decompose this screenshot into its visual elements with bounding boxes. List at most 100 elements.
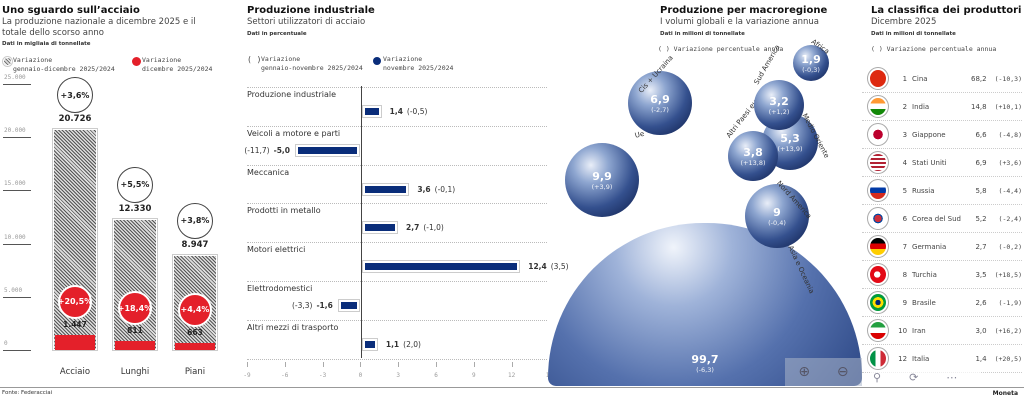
sector-label: Produzione industriale — [247, 90, 336, 99]
x-tick — [473, 362, 475, 367]
x-tick — [360, 362, 362, 367]
sector-bar — [362, 105, 382, 118]
sector-value: 2,7 (-1,0) — [406, 223, 448, 232]
y-tick-label: 15.000 — [4, 180, 26, 188]
rotate-icon[interactable]: ⟳ — [909, 371, 919, 384]
change-value: (+10,1) — [994, 102, 1023, 111]
change-value: (+3,6) — [998, 158, 1023, 167]
region-change: (+1,2) — [768, 107, 790, 116]
footer-divider — [0, 387, 1024, 388]
row-divider — [247, 281, 547, 282]
month-change-badge: +18,4% — [118, 291, 152, 326]
region-value: 9 — [773, 205, 781, 219]
production-value: 2,7 — [975, 242, 987, 251]
search-icon[interactable]: ⚲ — [873, 371, 882, 384]
rank: 1 — [902, 74, 908, 83]
region-bubble: 1,9 (-0,3) — [793, 45, 829, 81]
x-tick-label: 3 — [396, 372, 400, 379]
total-change-badge: +3,8% — [177, 202, 213, 239]
zoom-in-icon[interactable]: ⊕ — [798, 364, 811, 380]
change-value: (+18,5) — [994, 270, 1023, 279]
flag-turkey-icon — [867, 263, 889, 286]
x-tick-label: 6 — [434, 372, 438, 379]
total-value: 12.330 — [118, 203, 152, 214]
sector-value: 12,4 (3,5) — [528, 262, 572, 271]
panel3-legend: ( ) Variazione percentuale annua — [658, 45, 784, 53]
category-label: Acciaio — [59, 367, 91, 377]
sector-bar — [361, 260, 521, 274]
x-tick — [322, 362, 324, 367]
paren-legend-icon: ( ) — [247, 55, 262, 64]
production-value: 6,9 — [975, 158, 987, 167]
row-divider — [247, 87, 547, 88]
region-change: (+13,8) — [740, 158, 766, 167]
region-value: 1,9 — [801, 52, 821, 66]
zoom-out-icon[interactable]: ⊖ — [836, 364, 849, 380]
change-value: (-0,2) — [998, 242, 1023, 251]
row-divider — [247, 242, 547, 244]
month-bar — [115, 341, 155, 350]
production-value: 2,6 — [975, 298, 987, 307]
region-change: (+3,9) — [591, 182, 613, 191]
value: 1,4 — [389, 107, 403, 116]
flag-china-icon — [867, 67, 889, 90]
production-value: 68,2 — [971, 74, 987, 83]
producer-row: 6 Corea del Sud 5,2 (-2,4) — [862, 205, 1022, 233]
source-note: Fonte: Federacciai — [2, 390, 53, 396]
country: Giappone — [912, 130, 946, 139]
sector-value: 3,6 (-0,1) — [417, 185, 459, 194]
country: India — [912, 102, 930, 111]
region-bubble: 9,9 (+3,9) — [565, 143, 639, 217]
flag-japan-icon — [867, 123, 889, 146]
x-tick — [436, 362, 437, 367]
region-change: (-2,7) — [651, 105, 669, 114]
producer-row: 2 India 14,8 (+10,1) — [862, 93, 1022, 121]
row-divider — [247, 125, 547, 127]
month-value: 1.447 — [63, 319, 87, 329]
flag-usa-icon — [867, 151, 889, 174]
legend-month: Variazione novembre 2025/2024 — [383, 55, 454, 72]
panel3-title: Produzione per macroregione — [660, 5, 828, 16]
value: 1,1 — [385, 339, 400, 349]
production-value: 3,5 — [975, 270, 987, 279]
x-tick-label: -9 — [243, 372, 251, 379]
total-bar — [112, 217, 158, 351]
y-tick-line — [3, 84, 31, 85]
panel4-title: La classifica dei produttori — [871, 5, 1022, 16]
panel2-title: Produzione industriale — [247, 5, 375, 16]
flag-brazil-icon — [867, 291, 889, 314]
paren-value: (3,5) — [550, 262, 569, 272]
row-divider — [247, 164, 547, 166]
flag-italy-icon — [867, 347, 889, 370]
change-value: (-4,8) — [998, 130, 1023, 139]
region-change: (-6,3) — [696, 366, 714, 374]
region-change: (+13,9) — [777, 144, 803, 153]
month-value: 663 — [187, 327, 203, 337]
flag-korea-icon — [867, 207, 889, 230]
rank: 6 — [902, 214, 908, 223]
x-tick-label: -3 — [318, 372, 327, 379]
zero-axis — [361, 86, 362, 358]
rank: 12 — [898, 354, 908, 363]
more-icon[interactable]: ⋯ — [946, 371, 958, 384]
sector-value: (-3,3) -1,6 — [288, 301, 333, 310]
country: Iran — [912, 326, 926, 335]
sector-bar — [337, 299, 360, 312]
region-bubble: 3,2 (+1,2) — [754, 80, 804, 130]
zoom-controls: ⊕ ⊖ — [785, 358, 862, 386]
region-value: 3,8 — [743, 145, 763, 159]
rank: 3 — [902, 130, 908, 139]
y-tick-line — [3, 350, 31, 351]
value: -1,6 — [316, 301, 333, 310]
panel4-unit: Dati in milioni di tonnellate — [871, 31, 956, 37]
country: Stati Uniti — [912, 158, 947, 167]
paren-value: (-11,7) — [244, 145, 270, 155]
x-tick — [398, 362, 400, 367]
change-value: (-4,4) — [998, 186, 1023, 195]
sector-label: Motori elettrici — [247, 245, 306, 255]
industry-bar-chart: Produzione industriale 1,4 (-0,5) Veicoli a… — [243, 86, 569, 379]
legend-total: Variazione gennaio-novembre 2025/2024 — [261, 55, 363, 72]
rank: 5 — [902, 186, 908, 195]
x-tick — [284, 362, 286, 367]
y-tick-line — [3, 243, 31, 245]
